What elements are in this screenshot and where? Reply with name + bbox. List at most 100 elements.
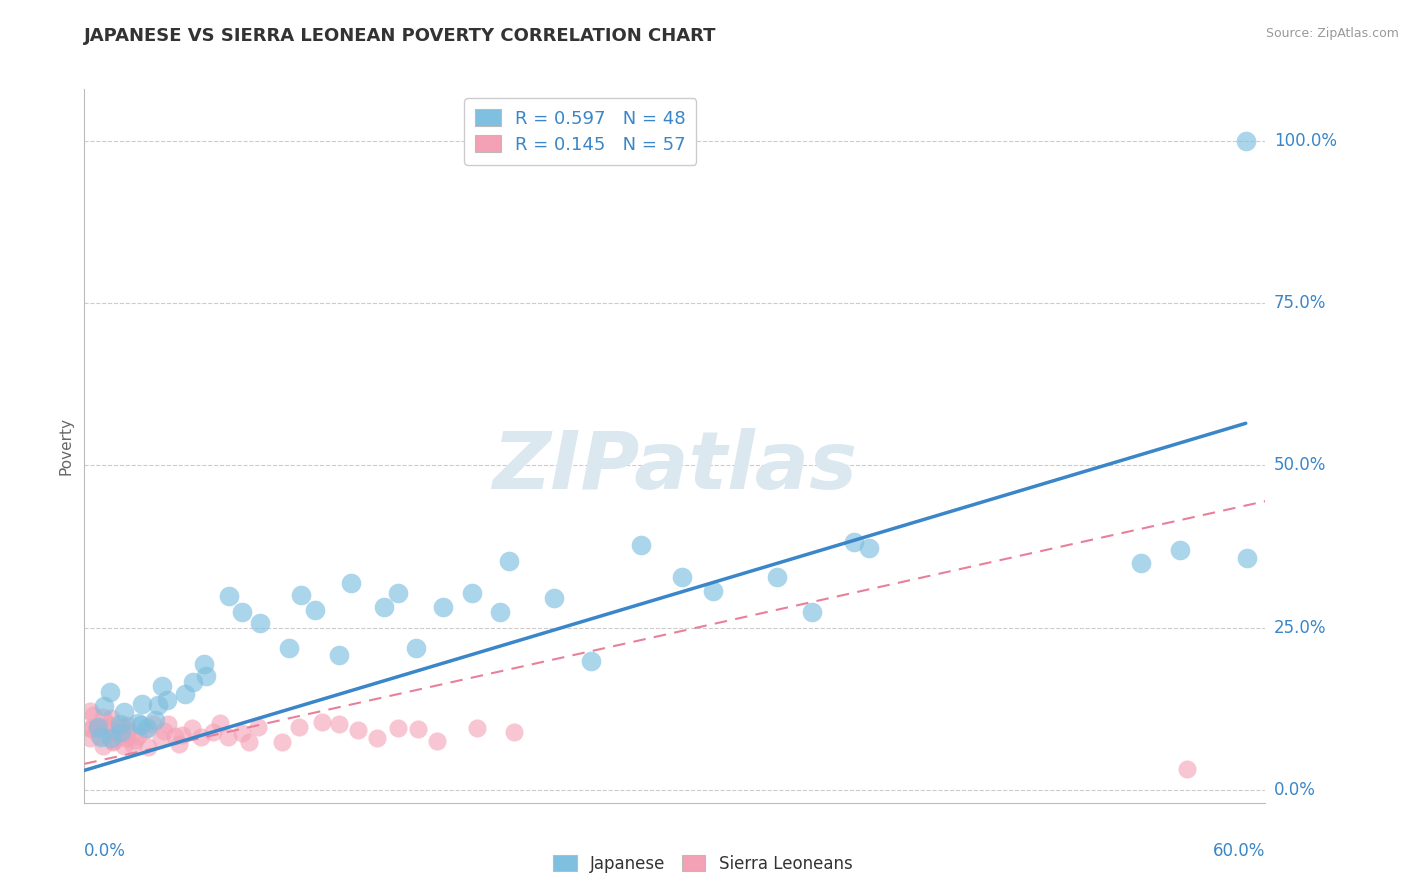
Point — [156, 717, 179, 731]
Point — [246, 719, 269, 733]
Point — [278, 640, 301, 655]
Point — [82, 708, 104, 723]
Point — [195, 669, 218, 683]
Point — [340, 576, 363, 591]
Point — [387, 721, 409, 735]
Point — [110, 720, 132, 734]
Point — [93, 698, 115, 713]
Point — [136, 739, 159, 754]
Point — [201, 725, 224, 739]
Point — [387, 586, 409, 600]
Point — [97, 717, 120, 731]
Point — [121, 738, 143, 752]
Point — [581, 654, 603, 668]
Point — [150, 679, 173, 693]
Point — [112, 706, 135, 720]
Point — [131, 697, 153, 711]
Text: 75.0%: 75.0% — [1274, 294, 1326, 312]
Point — [288, 720, 311, 734]
Point — [170, 728, 193, 742]
Point — [100, 731, 122, 745]
Point — [86, 722, 108, 736]
Y-axis label: Poverty: Poverty — [59, 417, 75, 475]
Point — [1234, 134, 1257, 148]
Point — [169, 737, 191, 751]
Point — [127, 729, 149, 743]
Point — [231, 726, 253, 740]
Point — [91, 709, 114, 723]
Point — [103, 734, 125, 748]
Point — [100, 710, 122, 724]
Point — [432, 600, 454, 615]
Point — [328, 716, 350, 731]
Point — [112, 739, 135, 753]
Point — [271, 735, 294, 749]
Point — [218, 589, 240, 603]
Point — [87, 720, 110, 734]
Point — [765, 570, 787, 584]
Point — [373, 600, 395, 615]
Point — [311, 715, 333, 730]
Point — [174, 687, 197, 701]
Point — [153, 723, 176, 738]
Point — [79, 704, 101, 718]
Point — [408, 723, 430, 737]
Point — [108, 717, 131, 731]
Point — [630, 538, 652, 552]
Text: 0.0%: 0.0% — [1274, 780, 1316, 799]
Text: 25.0%: 25.0% — [1274, 619, 1326, 637]
Point — [290, 588, 312, 602]
Point — [108, 726, 131, 740]
Point — [146, 698, 169, 713]
Point — [117, 723, 139, 737]
Point — [181, 675, 204, 690]
Point — [91, 739, 114, 754]
Point — [180, 721, 202, 735]
Point — [1175, 762, 1198, 776]
Point — [86, 721, 108, 735]
Point — [127, 716, 149, 731]
Point — [217, 731, 239, 745]
Point — [105, 726, 128, 740]
Point — [79, 731, 101, 746]
Point — [1236, 551, 1258, 566]
Point — [498, 554, 520, 568]
Point — [80, 723, 103, 737]
Point — [115, 718, 138, 732]
Point — [543, 591, 565, 606]
Legend: R = 0.597   N = 48, R = 0.145   N = 57: R = 0.597 N = 48, R = 0.145 N = 57 — [464, 98, 696, 165]
Point — [844, 534, 866, 549]
Text: Source: ZipAtlas.com: Source: ZipAtlas.com — [1265, 27, 1399, 40]
Point — [90, 730, 112, 744]
Point — [110, 725, 132, 739]
Point — [98, 685, 121, 699]
Point — [366, 731, 388, 745]
Point — [87, 730, 110, 744]
Point — [80, 722, 103, 736]
Point — [1129, 556, 1152, 570]
Point — [149, 731, 172, 746]
Point — [124, 732, 146, 747]
Point — [346, 723, 368, 737]
Text: JAPANESE VS SIERRA LEONEAN POVERTY CORRELATION CHART: JAPANESE VS SIERRA LEONEAN POVERTY CORRE… — [84, 27, 717, 45]
Point — [190, 730, 212, 744]
Point — [405, 640, 427, 655]
Point — [304, 603, 326, 617]
Legend: Japanese, Sierra Leoneans: Japanese, Sierra Leoneans — [547, 848, 859, 880]
Point — [103, 735, 125, 749]
Point — [142, 716, 165, 731]
Text: 100.0%: 100.0% — [1274, 132, 1337, 150]
Point — [135, 721, 157, 735]
Point — [108, 730, 131, 744]
Point — [800, 606, 823, 620]
Point — [134, 723, 156, 738]
Point — [163, 729, 186, 743]
Point — [238, 735, 260, 749]
Point — [129, 718, 152, 732]
Point — [702, 584, 724, 599]
Point — [503, 725, 526, 739]
Point — [193, 657, 215, 671]
Point — [114, 731, 136, 745]
Point — [426, 733, 449, 747]
Point — [460, 586, 482, 600]
